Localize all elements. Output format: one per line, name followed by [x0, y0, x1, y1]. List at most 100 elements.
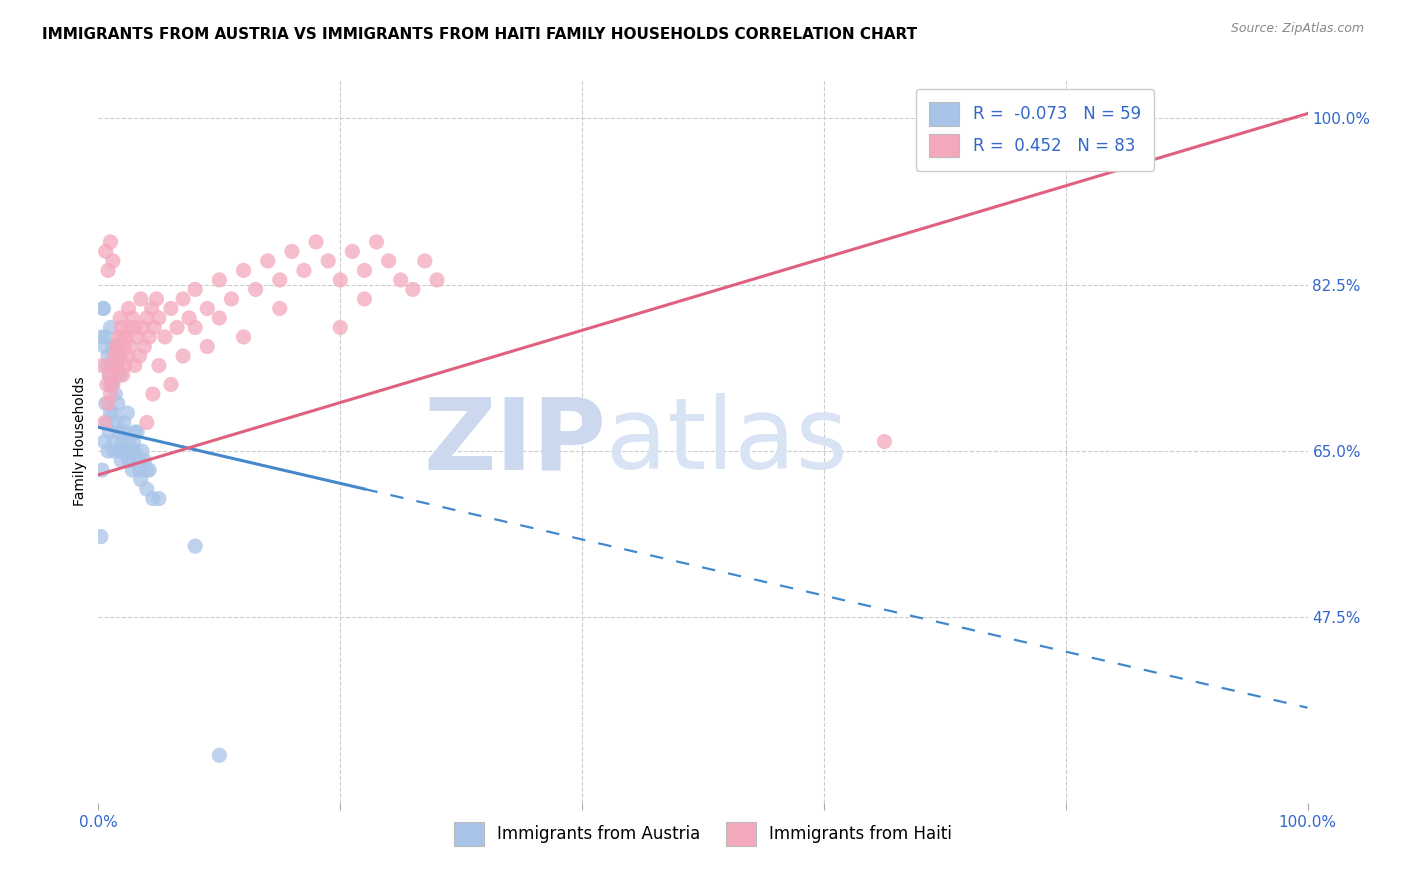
Point — [166, 320, 188, 334]
Point — [91, 330, 114, 344]
Point — [316, 254, 339, 268]
Point — [134, 453, 156, 467]
Point — [101, 339, 124, 353]
Point — [135, 310, 157, 325]
Point — [107, 349, 129, 363]
Point — [108, 444, 131, 458]
Point — [245, 282, 267, 296]
Point — [118, 320, 141, 334]
Point — [103, 349, 125, 363]
Point — [118, 434, 141, 449]
Point — [93, 339, 115, 353]
Point — [93, 416, 115, 430]
Point — [96, 377, 118, 392]
Point — [138, 463, 160, 477]
Text: ZIP: ZIP — [423, 393, 606, 490]
Point — [138, 330, 160, 344]
Point — [118, 301, 141, 316]
Point — [141, 301, 163, 316]
Point — [134, 339, 156, 353]
Point — [97, 349, 120, 363]
Point — [103, 444, 125, 458]
Point — [94, 330, 117, 344]
Point — [97, 263, 120, 277]
Point — [195, 339, 218, 353]
Point — [127, 425, 149, 439]
Point — [100, 406, 122, 420]
Point — [426, 273, 449, 287]
Point — [172, 292, 194, 306]
Point — [97, 396, 120, 410]
Point — [269, 301, 291, 316]
Point — [91, 463, 114, 477]
Point — [148, 491, 170, 506]
Point — [329, 273, 352, 287]
Point — [873, 434, 896, 449]
Point — [366, 235, 388, 249]
Y-axis label: Family Households: Family Households — [73, 376, 87, 507]
Point — [292, 263, 315, 277]
Point — [221, 292, 243, 306]
Point — [105, 339, 128, 353]
Point — [94, 244, 117, 259]
Point — [342, 244, 364, 259]
Point — [353, 292, 375, 306]
Point — [104, 359, 127, 373]
Point — [91, 301, 114, 316]
Point — [353, 263, 375, 277]
Point — [100, 377, 122, 392]
Point — [184, 320, 207, 334]
Point — [232, 263, 254, 277]
Point — [377, 254, 399, 268]
Point — [127, 453, 149, 467]
Point — [111, 330, 134, 344]
Point — [105, 339, 128, 353]
Point — [121, 463, 143, 477]
Point — [153, 330, 176, 344]
Point — [124, 320, 146, 334]
Point — [172, 349, 194, 363]
Point — [98, 425, 121, 439]
Point — [389, 273, 412, 287]
Point — [142, 491, 165, 506]
Point — [124, 444, 146, 458]
Point — [112, 339, 135, 353]
Legend: Immigrants from Austria, Immigrants from Haiti: Immigrants from Austria, Immigrants from… — [447, 815, 959, 852]
Point — [256, 254, 278, 268]
Point — [94, 396, 117, 410]
Point — [115, 444, 138, 458]
Point — [208, 310, 231, 325]
Point — [179, 310, 201, 325]
Point — [208, 748, 231, 763]
Point — [105, 416, 128, 430]
Point — [108, 330, 131, 344]
Point — [118, 339, 141, 353]
Point — [108, 349, 131, 363]
Point — [124, 359, 146, 373]
Point — [112, 416, 135, 430]
Text: atlas: atlas — [606, 393, 848, 490]
Point — [131, 444, 153, 458]
Point — [100, 387, 122, 401]
Text: Source: ZipAtlas.com: Source: ZipAtlas.com — [1230, 22, 1364, 36]
Point — [101, 406, 124, 420]
Point — [135, 463, 157, 477]
Point — [107, 359, 129, 373]
Point — [111, 368, 134, 382]
Point — [100, 235, 122, 249]
Point — [402, 282, 425, 296]
Point — [122, 434, 145, 449]
Point — [281, 244, 304, 259]
Point — [413, 254, 436, 268]
Point — [93, 434, 115, 449]
Text: IMMIGRANTS FROM AUSTRIA VS IMMIGRANTS FROM HAITI FAMILY HOUSEHOLDS CORRELATION C: IMMIGRANTS FROM AUSTRIA VS IMMIGRANTS FR… — [42, 27, 917, 42]
Point — [305, 235, 328, 249]
Point — [98, 368, 121, 382]
Point — [114, 425, 136, 439]
Point — [148, 310, 170, 325]
Point — [110, 320, 132, 334]
Point — [117, 349, 139, 363]
Point — [97, 444, 120, 458]
Point — [131, 320, 153, 334]
Point — [121, 310, 143, 325]
